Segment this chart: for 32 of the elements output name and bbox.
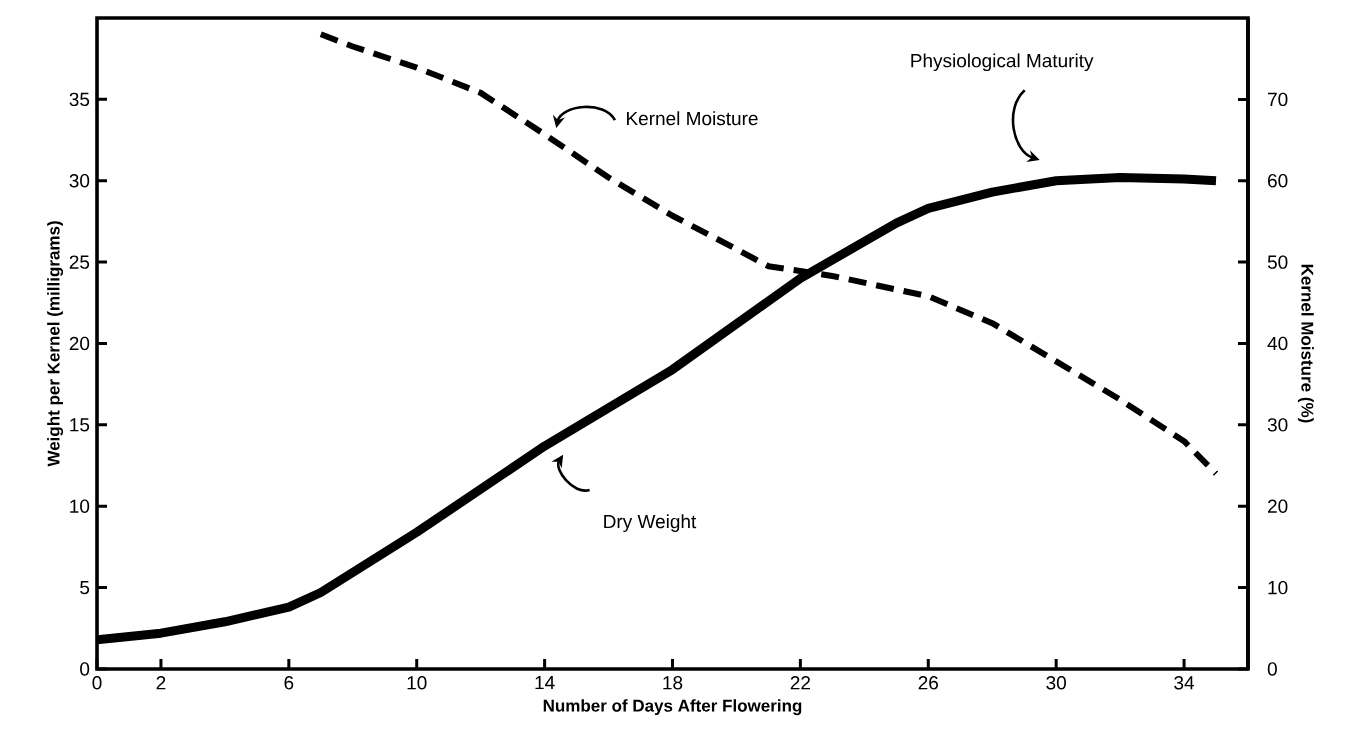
y2-tick-label: 30 xyxy=(1267,418,1288,432)
annotation: Physiological Maturity xyxy=(911,53,1094,72)
y-tick-label: 20 xyxy=(69,336,90,351)
x-tick-label: 14 xyxy=(535,676,555,690)
y2-tick-label: 0 xyxy=(1267,662,1277,676)
y-tick-label: 10 xyxy=(70,499,90,513)
x-tick-label: 18 xyxy=(663,676,683,690)
y2-axis-title: Kernel Moisture (%) xyxy=(1297,264,1314,423)
x-tick-label: 34 xyxy=(1174,676,1195,690)
y2-tick-label: 70 xyxy=(1268,92,1288,107)
y-tick-label: 15 xyxy=(70,418,90,432)
y2-tick-label: 40 xyxy=(1267,336,1288,351)
y-tick-label: 5 xyxy=(80,580,90,595)
y2-tick-label: 20 xyxy=(1268,499,1288,513)
y-tick-label: 35 xyxy=(69,92,90,107)
x-tick-label: 2 xyxy=(156,676,166,690)
y-tick-label: 25 xyxy=(69,255,90,269)
x-tick-label: 26 xyxy=(918,676,938,690)
y2-tick-label: 50 xyxy=(1267,255,1288,269)
y-tick-label: 0 xyxy=(80,662,90,676)
annotation: Dry Weight xyxy=(604,514,697,533)
x-tick-label: 22 xyxy=(790,676,811,690)
annotation: Kernel Moisture xyxy=(627,111,758,126)
x-axis-title: Number of Days After Flowering xyxy=(543,699,802,716)
x-tick-label: 6 xyxy=(284,676,294,690)
x-tick-label: 10 xyxy=(407,676,427,690)
x-tick-label: 30 xyxy=(1046,676,1066,690)
y2-tick-label: 10 xyxy=(1268,580,1288,595)
y-tick-label: 30 xyxy=(69,174,90,188)
x-tick-label: 0 xyxy=(92,676,102,690)
y-axis-title: Weight per Kernel (milligrams) xyxy=(47,221,64,467)
y2-tick-label: 60 xyxy=(1268,174,1288,188)
